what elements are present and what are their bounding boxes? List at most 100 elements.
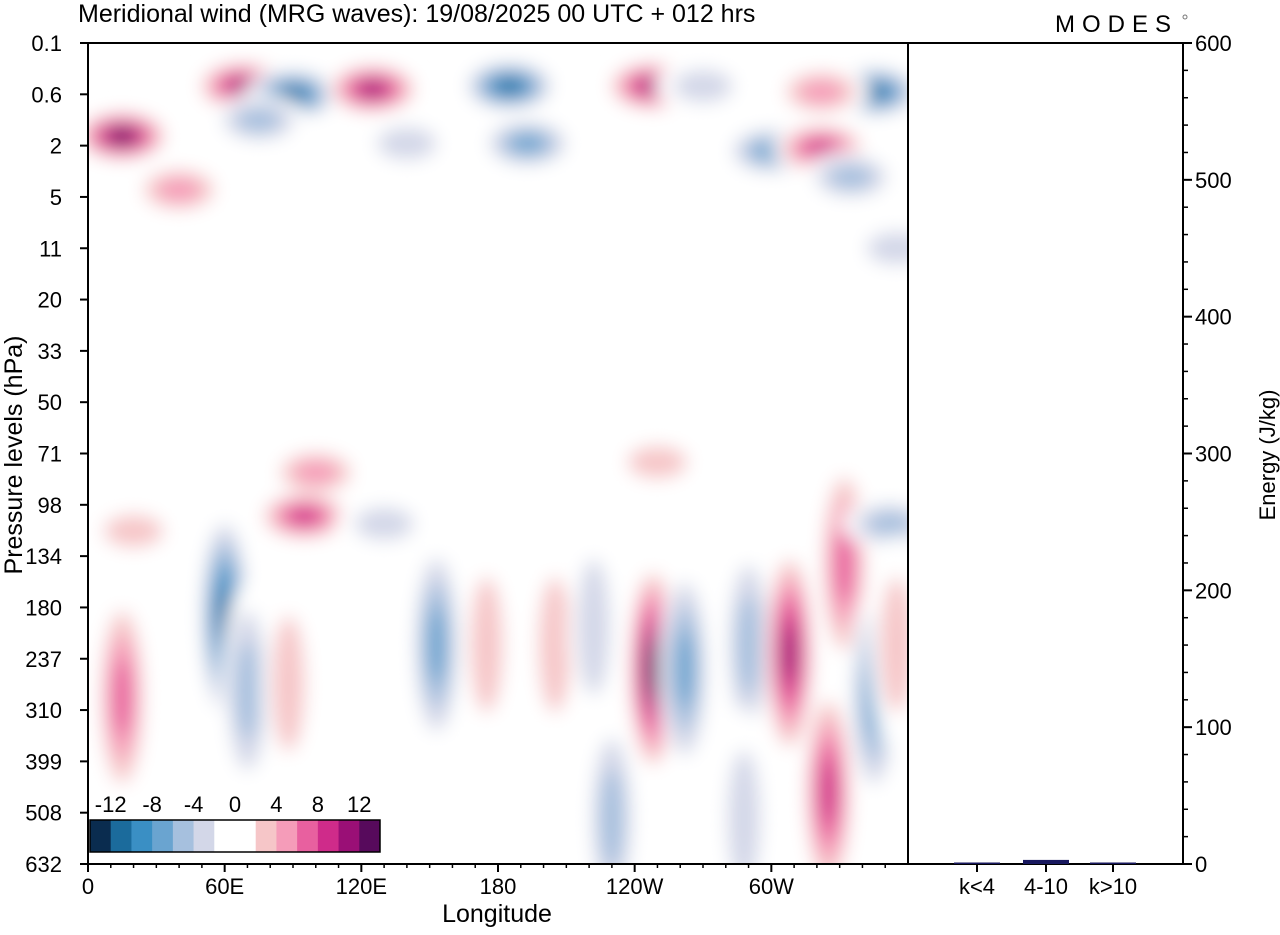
heatmap-area <box>88 43 908 864</box>
colorbar <box>89 819 381 853</box>
energy-bar <box>1023 859 1069 864</box>
pressure-tick-label: 2 <box>50 134 62 159</box>
energy-tick-label: 600 <box>1195 31 1232 56</box>
wind-contour <box>736 595 761 694</box>
pressure-tick-label: 632 <box>25 852 62 877</box>
longitude-tick-label: 0 <box>82 874 94 899</box>
colorbar-swatch <box>255 820 277 852</box>
colorbar-border <box>89 819 381 853</box>
wind-contour <box>880 577 908 713</box>
colorbar-tick-label: 4 <box>270 792 282 817</box>
colorbar-tick-label: -8 <box>142 792 162 817</box>
wind-contour <box>675 630 694 708</box>
colorbar-swatch <box>110 820 132 852</box>
wind-contour <box>112 130 133 142</box>
colorbar-swatch <box>235 820 257 852</box>
pressure-tick-label: 399 <box>25 749 62 774</box>
longitude-tick-label: 60W <box>749 874 794 899</box>
wind-contour <box>470 577 503 713</box>
wind-contour <box>157 178 201 202</box>
wind-contour <box>867 232 908 265</box>
energy-bar <box>954 862 1000 864</box>
pressure-tick-label: 0.1 <box>31 31 62 56</box>
wind-contour <box>290 508 319 524</box>
y-axis-label: Pressure levels (hPa) <box>0 336 28 575</box>
pressure-tick-label: 180 <box>25 595 62 620</box>
colorbar-swatch <box>90 820 112 852</box>
energy-bars <box>954 859 1136 872</box>
wind-contour <box>104 515 164 548</box>
longitude-tick-label: 120W <box>606 874 664 899</box>
energy-category-label: k>10 <box>1089 874 1137 899</box>
pressure-tick-label: 33 <box>38 339 62 364</box>
wind-contour <box>538 577 571 713</box>
pressure-tick-label: 98 <box>38 493 62 518</box>
colorbar-swatch <box>359 820 381 852</box>
wind-contour <box>577 559 610 695</box>
colorbar-tick-label: 0 <box>229 792 241 817</box>
chart-title: Meridional wind (MRG waves): 19/08/2025 … <box>78 0 755 28</box>
wind-contour <box>800 80 843 104</box>
wind-contour <box>354 507 414 540</box>
wind-contour <box>650 264 747 317</box>
longitude-tick-label: 180 <box>480 874 517 899</box>
colorbar-swatch <box>131 820 153 852</box>
pressure-tick-label: 310 <box>25 698 62 723</box>
wind-contour <box>427 606 446 684</box>
wind-contour <box>330 580 383 801</box>
energy-tick-label: 500 <box>1195 168 1232 193</box>
pressure-tick-label: 134 <box>25 544 62 569</box>
energy-tick-label: 300 <box>1195 442 1232 467</box>
wind-contour <box>829 165 873 189</box>
colorbar-swatch <box>297 820 319 852</box>
energy-axis: 0 100 200 300 400 500 600 <box>1183 31 1232 877</box>
pressure-tick-label: 0.6 <box>31 82 62 107</box>
longitude-tick-label: 120E <box>336 874 387 899</box>
pressure-tick-label: 50 <box>38 390 62 415</box>
energy-bar <box>1090 862 1136 864</box>
wind-contour <box>600 769 624 864</box>
pressure-tick-label: 20 <box>38 288 62 313</box>
pressure-tick-label: 71 <box>38 442 62 467</box>
wind-contour <box>868 512 908 536</box>
energy-axis-label: Energy (J/kg) <box>1255 390 1280 521</box>
wind-field <box>88 60 908 864</box>
colorbar-swatch <box>317 820 340 852</box>
energy-tick-label: 0 <box>1195 852 1207 877</box>
wind-contour <box>575 222 672 275</box>
colorbar-swatch <box>193 820 215 852</box>
wind-contour <box>113 659 132 736</box>
pressure-tick-label: 5 <box>50 185 62 210</box>
wind-contour <box>627 446 687 479</box>
wind-contour <box>673 70 733 103</box>
wind-contour <box>510 134 545 153</box>
wind-contour <box>281 88 305 101</box>
wind-contour <box>783 626 796 680</box>
energy-bar-labels: k<4 4-10 k>10 <box>959 874 1137 899</box>
energy-tick-label: 100 <box>1195 715 1232 740</box>
energy-tick-label: 200 <box>1195 578 1232 603</box>
wind-contour <box>377 127 437 160</box>
wind-contour <box>497 79 521 93</box>
colorbar-swatch <box>172 820 195 852</box>
wind-contour <box>563 149 660 202</box>
wind-contour <box>647 645 659 693</box>
colorbar-tick-label: 12 <box>347 792 371 817</box>
logo-text: MODES <box>1055 11 1178 38</box>
longitude-axis: 0 60E 120E 180 120W 60W <box>82 864 886 899</box>
colorbar-swatch <box>276 820 298 852</box>
pressure-axis: 0.1 0.6 2 5 11 20 33 50 71 98 134 180 237 310 399 508 63… <box>25 31 88 877</box>
pressure-tick-label: 508 <box>25 801 62 826</box>
colorbar-tick-label: 8 <box>312 792 324 817</box>
wind-contour <box>235 641 260 740</box>
wind-contour <box>835 525 854 603</box>
colorbar-labels: -12 -8 -4 0 4 8 12 <box>95 792 372 817</box>
x-axis-label: Longitude <box>442 900 552 928</box>
energy-tick-label: 400 <box>1195 305 1232 330</box>
pressure-tick-label: 11 <box>39 236 62 261</box>
wind-contour <box>728 750 760 864</box>
longitude-tick-label: 60E <box>205 874 244 899</box>
colorbar-tick-label: -4 <box>184 792 204 817</box>
